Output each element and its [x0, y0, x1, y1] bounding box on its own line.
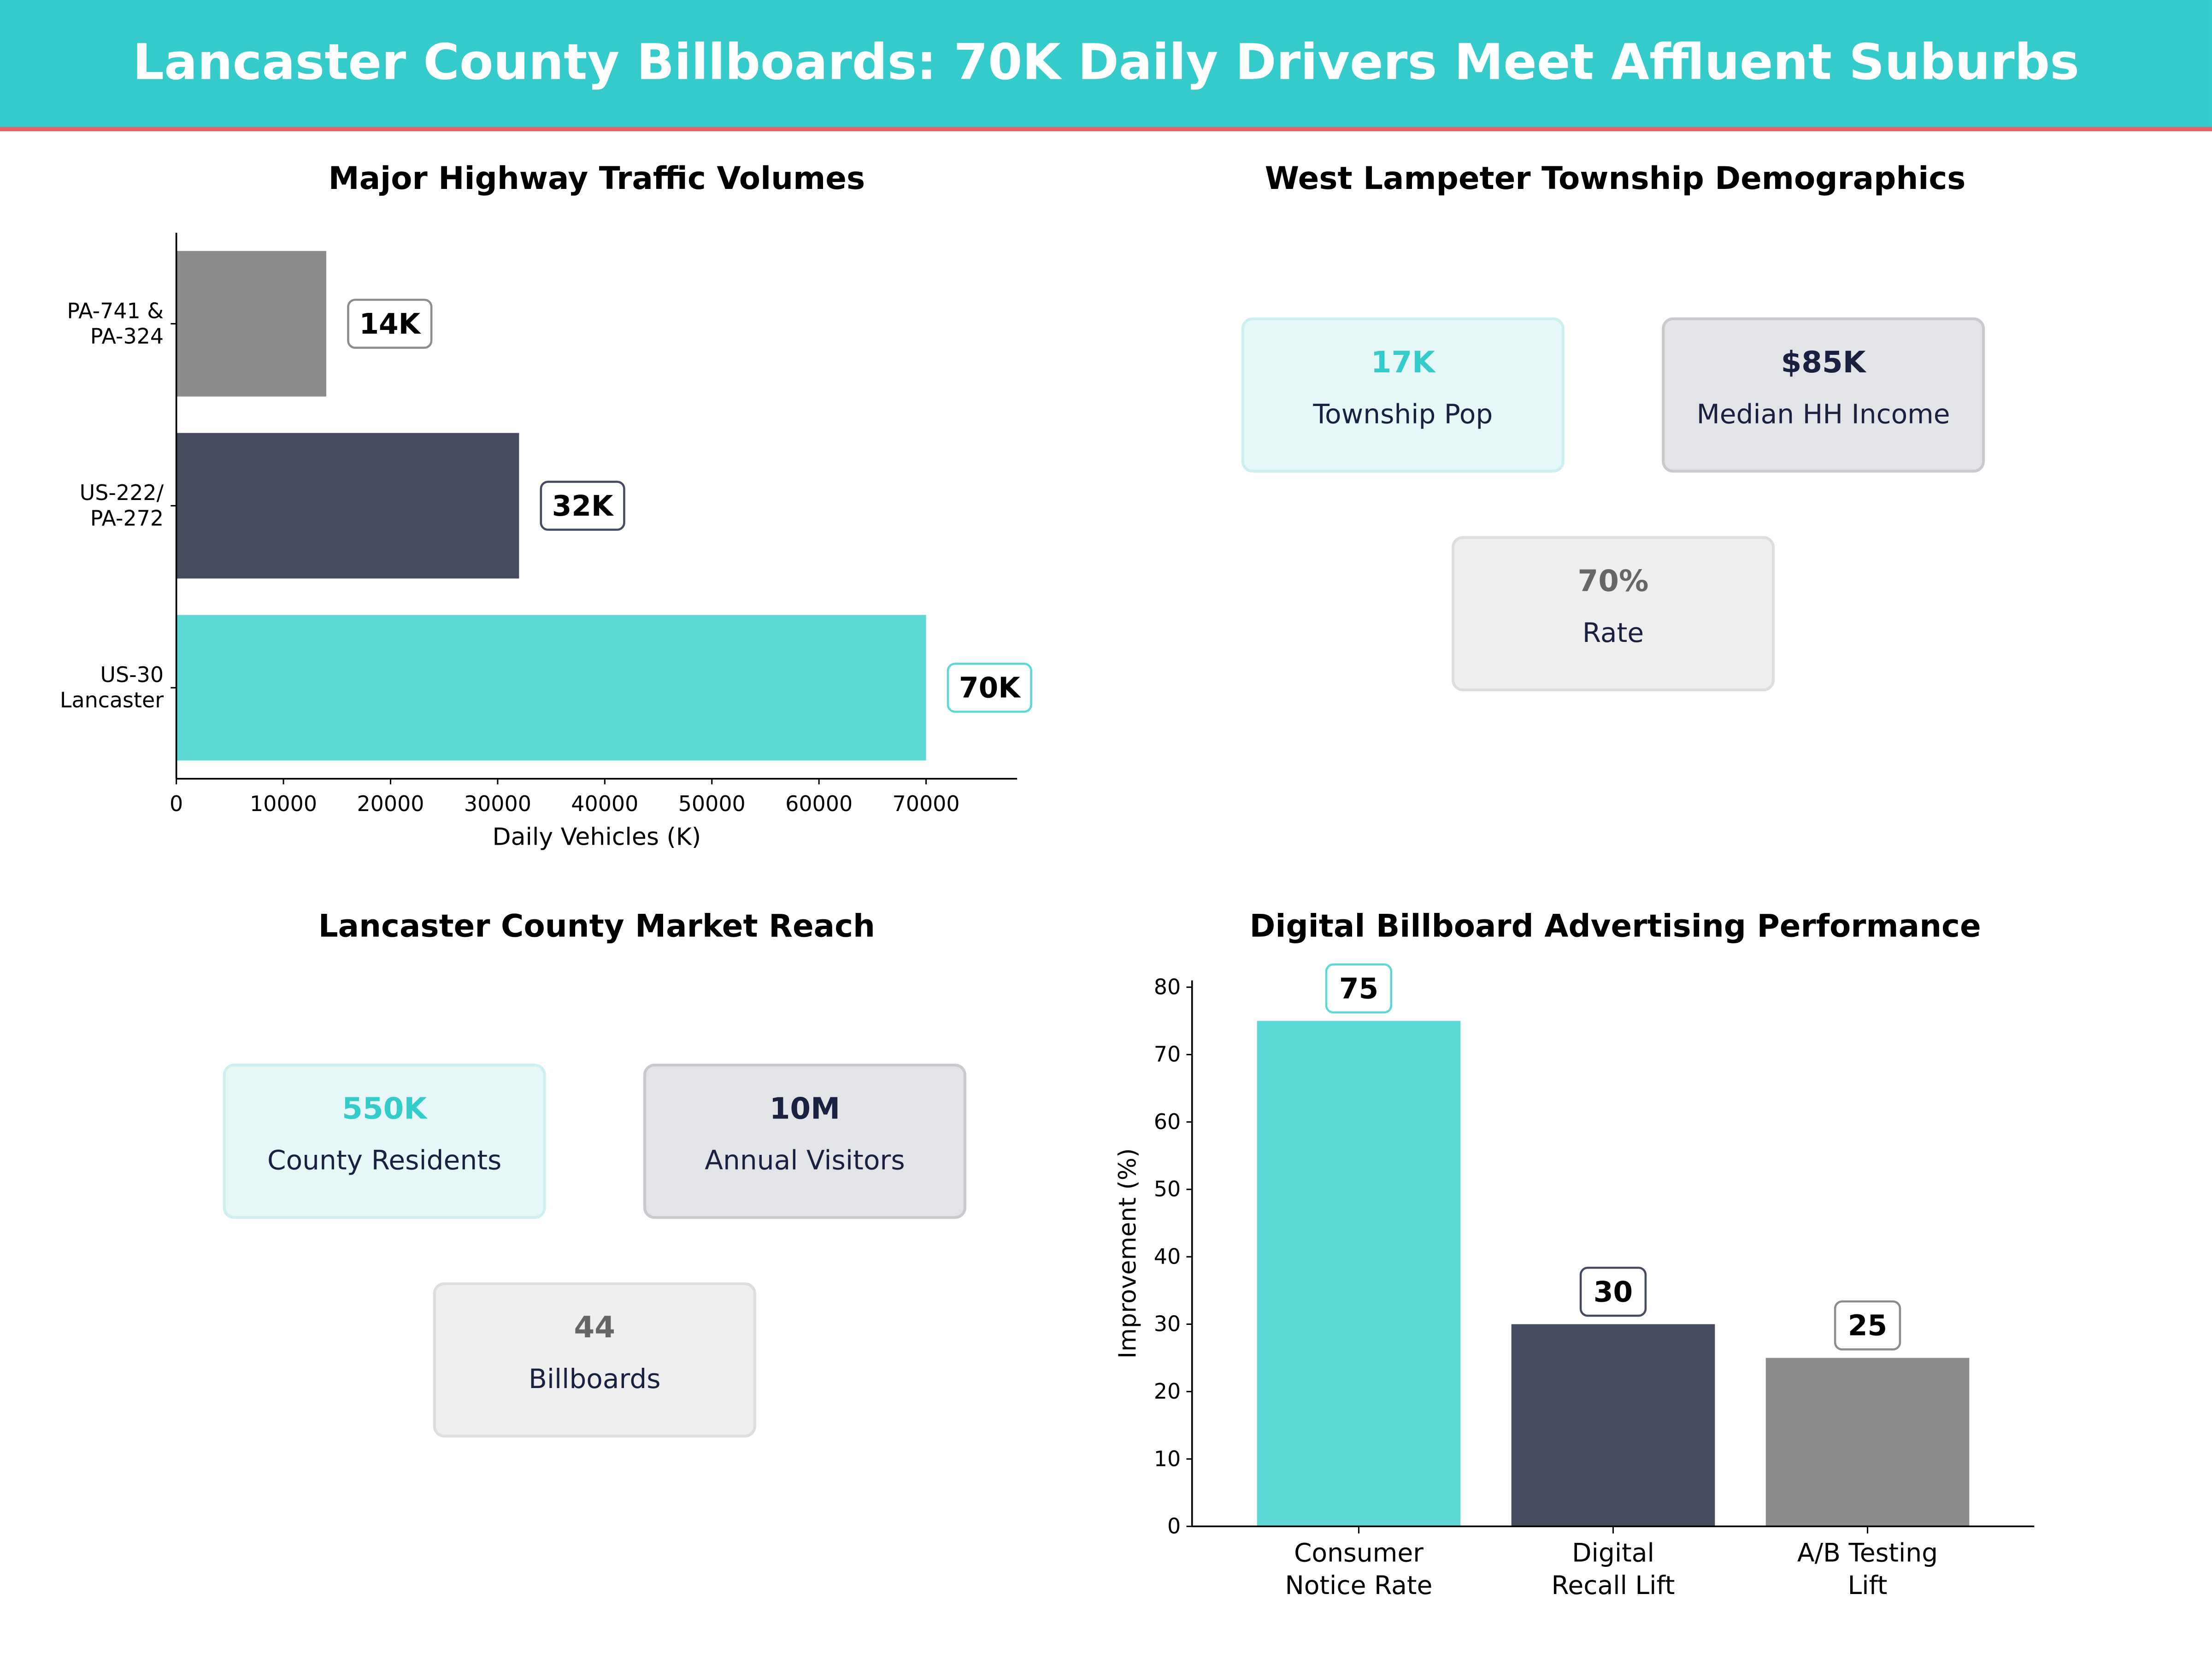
stat-label: Annual Visitors [705, 1145, 905, 1177]
y-tick-label-2: US-30 Lancaster [60, 662, 164, 712]
data-label-2-box [1834, 1300, 1901, 1351]
x-tick-label-2: 20000 [357, 791, 424, 816]
bar-2 [176, 615, 926, 761]
x-tick-label-2: A/B Testing Lift [1797, 1538, 1938, 1600]
stat-value: 10M [769, 1092, 841, 1126]
y-tick-label-0: 0 [1167, 1514, 1181, 1539]
stat-value: 44 [574, 1310, 616, 1345]
x-tick-label-6: 60000 [785, 791, 853, 816]
traffic-chart-title: Major Highway Traffic Volumes [328, 162, 865, 198]
stat-value: 17K [1371, 345, 1435, 380]
y-tick-label-2: 20 [1154, 1379, 1181, 1404]
stat-card-billboards: 44 Billboards [433, 1282, 756, 1438]
y-tick-label-8: 80 [1154, 974, 1181, 999]
x-axis-label: Daily Vehicles (K) [493, 824, 701, 851]
demographics-title: West Lampeter Township Demographics [1265, 162, 1966, 198]
stat-card-county-residents: 550K County Residents [223, 1064, 546, 1219]
x-tick-label-0: Consumer Notice Rate [1285, 1538, 1433, 1600]
bar-0 [176, 251, 327, 397]
header-banner: Lancaster County Billboards: 70K Daily D… [0, 0, 2212, 131]
data-label-0-box [1325, 963, 1393, 1014]
bar-1 [1511, 1324, 1715, 1527]
data-label-2-box [947, 662, 1032, 713]
y-axis-label: Improvement (%) [1114, 1148, 1141, 1359]
data-label-2: 70K [959, 672, 1021, 705]
y-tick-label-1: US-222/PA-272 [80, 480, 164, 530]
y-tick-label-5: 50 [1154, 1177, 1181, 1201]
x-tick-label-4: 40000 [571, 791, 638, 816]
performance-chart-title: Digital Billboard Advertising Performanc… [1249, 910, 1981, 946]
data-label-1: 32K [552, 490, 614, 523]
y-tick-label-4: 40 [1154, 1244, 1181, 1269]
x-tick-label-3: 30000 [464, 791, 531, 816]
y-tick-label-6: 60 [1154, 1109, 1181, 1134]
data-label-1: 30 [1594, 1276, 1633, 1308]
x-tick-label-0: 0 [170, 791, 183, 816]
stat-label: Billboards [528, 1364, 661, 1395]
x-tick-label-7: 70000 [893, 791, 960, 816]
stat-card-rate: 70% Rate [1451, 536, 1775, 691]
bar-2 [1765, 1358, 1970, 1527]
data-label-0-box [347, 299, 433, 349]
data-label-0: 14K [359, 308, 421, 341]
bar-1 [176, 433, 519, 579]
stat-value: $85K [1781, 345, 1866, 380]
stat-label: Township Pop [1313, 399, 1493, 430]
market-title: Lancaster County Market Reach [318, 910, 875, 946]
data-label-1-box [1579, 1266, 1647, 1317]
data-label-0: 75 [1339, 972, 1378, 1005]
x-tick-label-1: Digital Recall Lift [1552, 1538, 1675, 1600]
data-label-1-box [540, 481, 625, 531]
stat-label: Median HH Income [1696, 399, 1950, 430]
x-tick-label-1: 10000 [250, 791, 317, 816]
stat-value: 70% [1577, 564, 1649, 598]
stat-value: 550K [342, 1092, 427, 1126]
y-tick-label-7: 70 [1154, 1042, 1181, 1067]
y-tick-label-1: 10 [1154, 1446, 1181, 1471]
stat-label: Rate [1582, 618, 1644, 649]
bar-0 [1257, 1021, 1461, 1527]
x-tick-label-5: 50000 [678, 791, 746, 816]
stat-card-township-pop: 17K Township Pop [1241, 317, 1565, 473]
page-title: Lancaster County Billboards: 70K Daily D… [132, 35, 2080, 92]
stat-label: County Residents [267, 1145, 502, 1177]
y-tick-label-3: 30 [1154, 1312, 1181, 1336]
stat-card-median-income: $85K Median HH Income [1662, 317, 1985, 473]
data-label-2: 25 [1848, 1310, 1887, 1342]
y-tick-label-0: PA-741 & PA-324 [67, 298, 164, 348]
stat-card-annual-visitors: 10M Annual Visitors [643, 1064, 966, 1219]
